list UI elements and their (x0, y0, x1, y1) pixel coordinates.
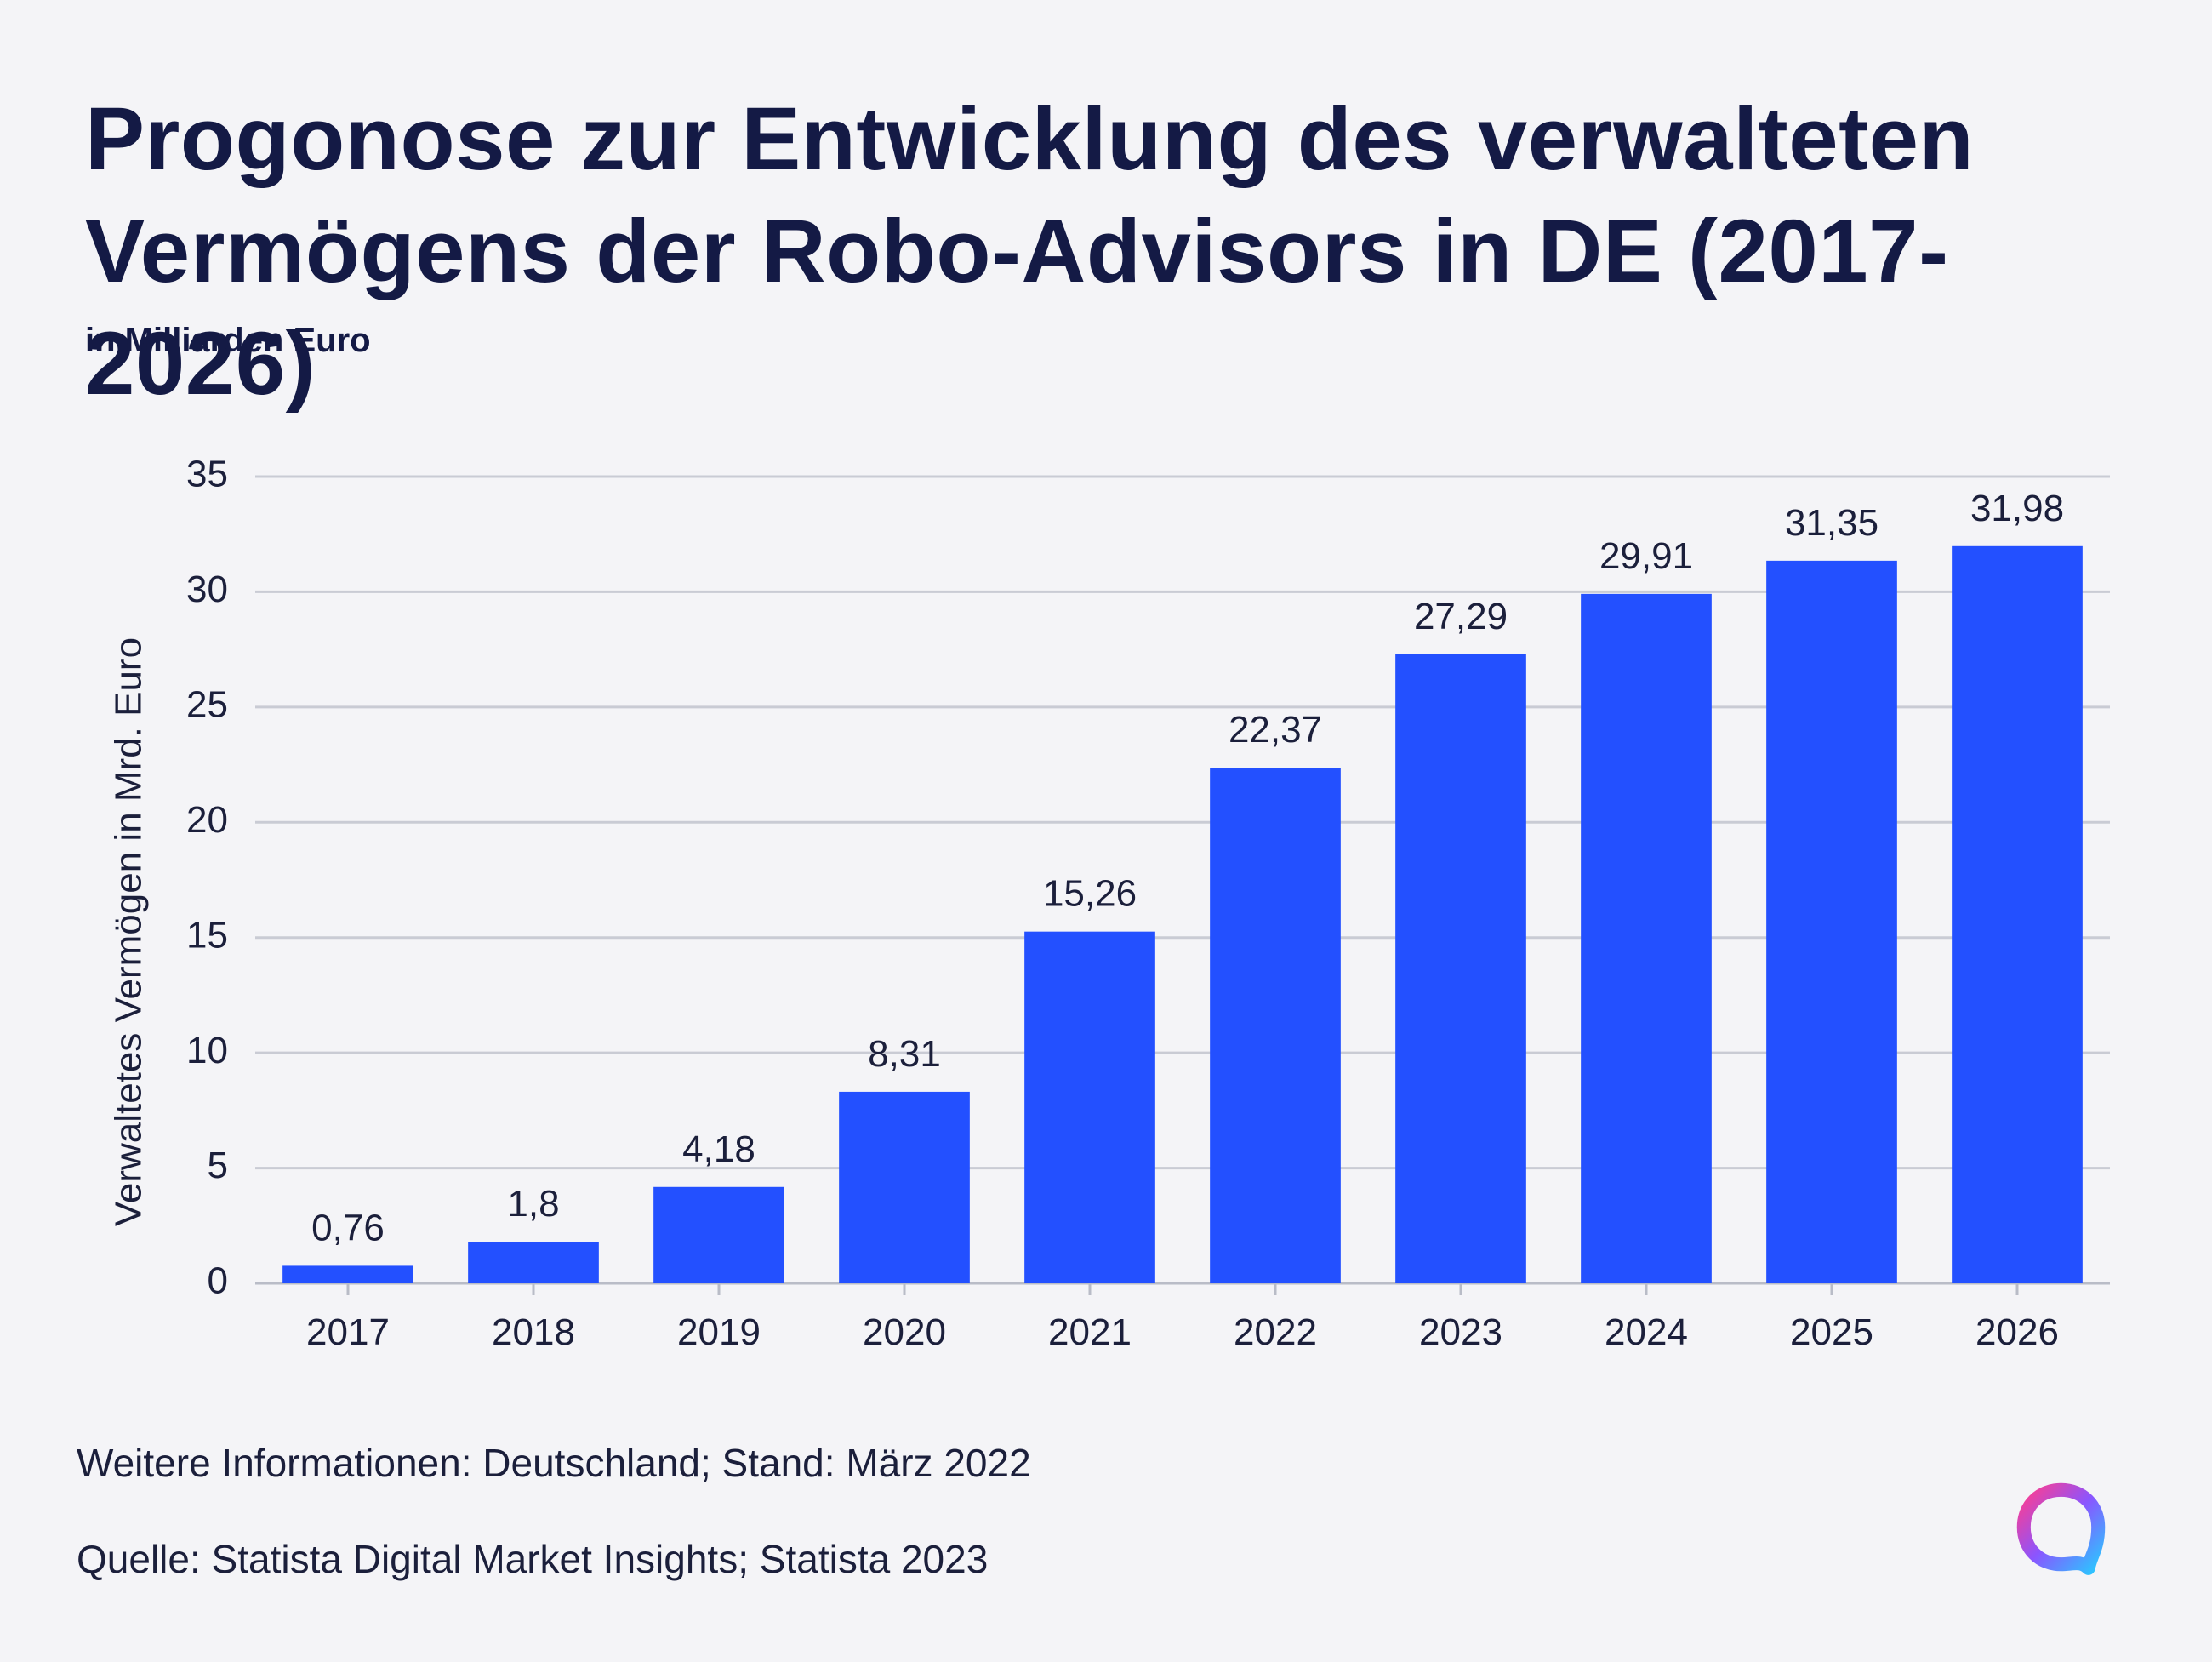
data-label: 27,29 (1414, 596, 1508, 637)
x-tick-label: 2025 (1790, 1311, 1873, 1353)
chart-subtitle: in Milliarden Euro (85, 322, 371, 359)
x-tick-label: 2026 (1975, 1311, 2059, 1353)
bar (1210, 768, 1341, 1283)
x-axis-ticks: 2017 2018 2019 2020 2021 2022 2023 2024 2025 2026 (306, 1283, 2059, 1353)
x-tick-label: 2023 (1419, 1311, 1502, 1353)
bar (468, 1242, 599, 1283)
y-tick-label: 30 (186, 568, 228, 610)
bar (1581, 593, 1712, 1283)
bar (1395, 654, 1526, 1283)
y-tick-label: 0 (208, 1260, 228, 1302)
footnote-info: Weitere Informationen: Deutschland; Stan… (77, 1441, 1031, 1485)
x-tick-label: 2020 (863, 1311, 946, 1353)
y-tick-label: 35 (186, 454, 228, 495)
bar (1024, 931, 1155, 1283)
data-label: 15,26 (1043, 873, 1137, 915)
statista-logo-icon (2016, 1482, 2106, 1575)
bar (1952, 545, 2083, 1283)
x-tick-label: 2017 (306, 1311, 390, 1353)
bar (282, 1265, 413, 1283)
x-tick-label: 2022 (1234, 1311, 1317, 1353)
bar (1766, 560, 1897, 1283)
footnote-source: Quelle: Statista Digital Market Insights… (77, 1537, 989, 1581)
data-label: 31,98 (1970, 488, 2064, 529)
y-tick-label: 20 (186, 799, 228, 841)
x-tick-label: 2019 (677, 1311, 761, 1353)
y-tick-label: 5 (208, 1145, 228, 1186)
data-label: 22,37 (1229, 709, 1322, 751)
x-tick-label: 2021 (1048, 1311, 1132, 1353)
y-tick-label: 10 (186, 1030, 228, 1071)
x-tick-label: 2018 (492, 1311, 575, 1353)
chart-title-line-2: Vermögens der Robo-Advisors in DE (2017-… (85, 202, 1949, 414)
data-labels: 0,76 1,8 4,18 8,31 15,26 22,37 27,29 29,91 31,35… (311, 488, 2064, 1249)
data-label: 0,76 (311, 1207, 385, 1248)
chart-title: Progonose zur Entwicklung des verwaltete… (85, 83, 2178, 420)
y-tick-label: 25 (186, 683, 228, 725)
x-tick-label: 2024 (1605, 1311, 1688, 1353)
chart-title-line-1: Progonose zur Entwicklung des verwaltete… (85, 89, 1975, 189)
bar (653, 1186, 784, 1283)
data-label: 31,35 (1785, 502, 1878, 544)
data-label: 4,18 (682, 1128, 755, 1170)
y-tick-label: 15 (186, 914, 228, 956)
y-axis-label: Verwaltetes Vermögen in Mrd. Euro (108, 637, 150, 1226)
bar (839, 1091, 970, 1283)
data-label: 29,91 (1599, 535, 1693, 577)
bars (282, 545, 2083, 1283)
data-label: 1,8 (507, 1183, 559, 1225)
y-axis-ticks: 0 5 10 15 20 25 30 35 (186, 454, 228, 1302)
data-label: 8,31 (868, 1033, 941, 1075)
